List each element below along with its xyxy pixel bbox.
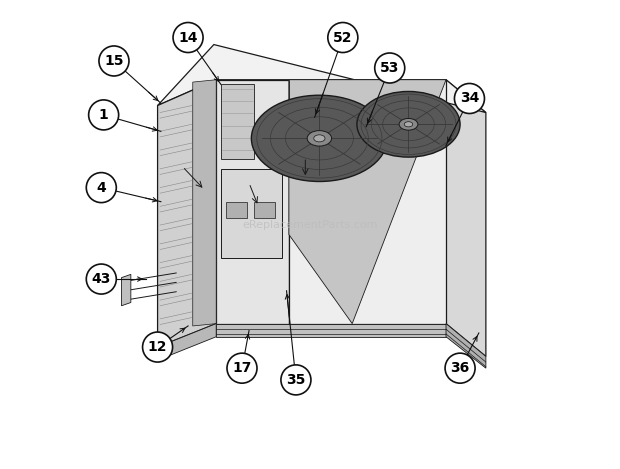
Polygon shape xyxy=(254,202,275,218)
Text: 14: 14 xyxy=(179,30,198,45)
Circle shape xyxy=(86,173,117,203)
Circle shape xyxy=(143,332,172,362)
Polygon shape xyxy=(122,274,131,306)
Polygon shape xyxy=(216,324,446,337)
Polygon shape xyxy=(446,80,486,356)
Text: 1: 1 xyxy=(99,108,108,122)
Polygon shape xyxy=(216,80,289,324)
Ellipse shape xyxy=(307,131,332,146)
Ellipse shape xyxy=(357,91,460,157)
Text: 34: 34 xyxy=(460,91,479,106)
Ellipse shape xyxy=(251,95,388,182)
Polygon shape xyxy=(226,202,247,218)
Text: 53: 53 xyxy=(380,61,399,75)
Circle shape xyxy=(227,353,257,383)
Polygon shape xyxy=(157,80,216,347)
Ellipse shape xyxy=(399,118,418,130)
Ellipse shape xyxy=(314,135,325,142)
Circle shape xyxy=(374,53,405,83)
Text: 43: 43 xyxy=(92,272,111,286)
Polygon shape xyxy=(193,80,216,326)
Polygon shape xyxy=(157,45,486,113)
Circle shape xyxy=(89,100,118,130)
Circle shape xyxy=(99,46,129,76)
Circle shape xyxy=(281,365,311,395)
Polygon shape xyxy=(157,324,216,360)
Ellipse shape xyxy=(404,122,413,127)
Text: 52: 52 xyxy=(333,30,353,45)
Circle shape xyxy=(86,264,117,294)
Polygon shape xyxy=(446,324,486,368)
Polygon shape xyxy=(221,84,254,159)
Text: 12: 12 xyxy=(148,340,167,354)
Text: eReplacementParts.com: eReplacementParts.com xyxy=(242,220,378,230)
Polygon shape xyxy=(289,80,446,324)
Text: 36: 36 xyxy=(451,361,470,375)
Circle shape xyxy=(454,83,484,113)
Text: 35: 35 xyxy=(286,373,306,387)
Text: 17: 17 xyxy=(232,361,252,375)
Text: 4: 4 xyxy=(97,181,106,195)
Circle shape xyxy=(173,23,203,53)
Circle shape xyxy=(328,23,358,53)
Text: 15: 15 xyxy=(104,54,124,68)
Polygon shape xyxy=(221,169,282,258)
Circle shape xyxy=(445,353,475,383)
Polygon shape xyxy=(289,80,446,324)
